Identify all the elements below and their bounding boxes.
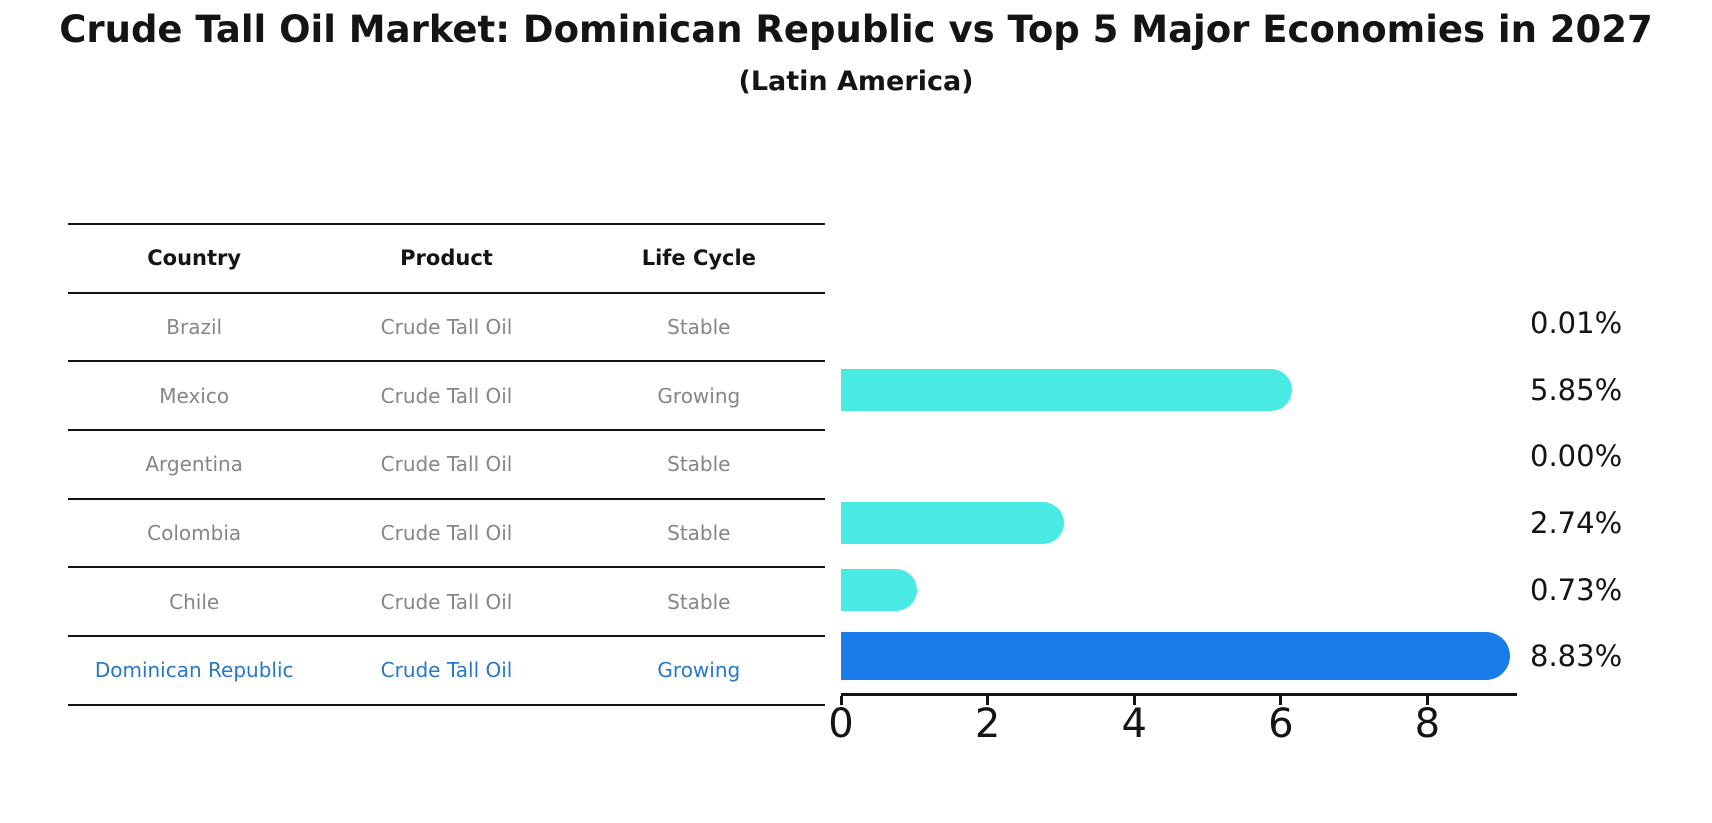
x-tick-label-4: 4 — [1121, 701, 1147, 747]
life-cycle-cell: Stable — [667, 452, 731, 477]
country-cell: Colombia — [147, 521, 242, 546]
bar-colombia — [841, 501, 1064, 544]
country-cell: Dominican Republic — [94, 658, 294, 683]
product-cell: Crude Tall Oil — [380, 521, 513, 546]
product-cell: Crude Tall Oil — [380, 315, 513, 340]
product-cell: Crude Tall Oil — [380, 452, 513, 477]
country-cell: Mexico — [159, 383, 230, 408]
chart-subtitle: (Latin America) — [738, 66, 974, 97]
table-row-brazil: Brazil Crude Tall Oil Stable — [68, 291, 825, 361]
life-cycle-cell: Stable — [667, 315, 731, 340]
x-tick-label-6: 6 — [1268, 701, 1294, 747]
product-cell: Crude Tall Oil — [380, 658, 513, 683]
x-tick-label-0: 0 — [828, 701, 854, 747]
chart-title: Crude Tall Oil Market: Dominican Republi… — [59, 8, 1653, 51]
column-header-life-cycle: Life Cycle — [641, 246, 756, 271]
life-cycle-cell: Stable — [667, 521, 731, 546]
life-cycle-cell: Growing — [657, 383, 741, 408]
country-table: Country Product Life Cycle Brazil Crude Tall… — [68, 223, 825, 706]
country-cell: Brazil — [166, 315, 223, 340]
value-label-colombia: 2.74% — [1530, 505, 1623, 540]
product-cell: Crude Tall Oil — [380, 383, 513, 408]
table-row-colombia: Colombia Crude Tall Oil Stable — [68, 497, 825, 567]
table-row-mexico: Mexico Crude Tall Oil Growing — [68, 360, 825, 429]
table-header-row: Country Product Life Cycle — [68, 223, 825, 292]
column-header-product: Product — [400, 246, 493, 271]
x-axis-line — [841, 693, 1517, 696]
x-tick-label-2: 2 — [974, 701, 1001, 747]
value-label-dominican-republic: 8.83% — [1530, 639, 1623, 674]
table-row-argentina: Argentina Crude Tall Oil Stable — [68, 429, 825, 498]
life-cycle-cell: Stable — [667, 589, 731, 614]
bar-highlight-dominican-republic — [841, 632, 1511, 681]
table-row-chile: Chile Crude Tall Oil Stable — [68, 566, 825, 635]
x-tick-4 — [1132, 696, 1136, 705]
x-tick-0 — [839, 696, 843, 705]
life-cycle-cell: Growing — [657, 658, 741, 683]
x-tick-label-8: 8 — [1414, 701, 1441, 747]
value-label-chile: 0.73% — [1530, 572, 1623, 607]
country-cell: Chile — [169, 589, 220, 614]
table-row-dominican-republic: Dominican Republic Crude Tall Oil Growing — [68, 635, 825, 704]
bar-chile — [841, 568, 917, 611]
bar-mexico — [841, 368, 1292, 411]
value-label-brazil: 0.01% — [1530, 305, 1623, 340]
value-label-argentina: 0.00% — [1530, 439, 1623, 474]
value-label-mexico: 5.85% — [1530, 372, 1623, 407]
column-header-country: Country — [147, 246, 242, 271]
x-tick-2 — [986, 696, 990, 705]
x-tick-6 — [1279, 696, 1283, 705]
country-cell: Argentina — [145, 452, 243, 477]
product-cell: Crude Tall Oil — [380, 589, 513, 614]
x-tick-8 — [1425, 696, 1429, 705]
